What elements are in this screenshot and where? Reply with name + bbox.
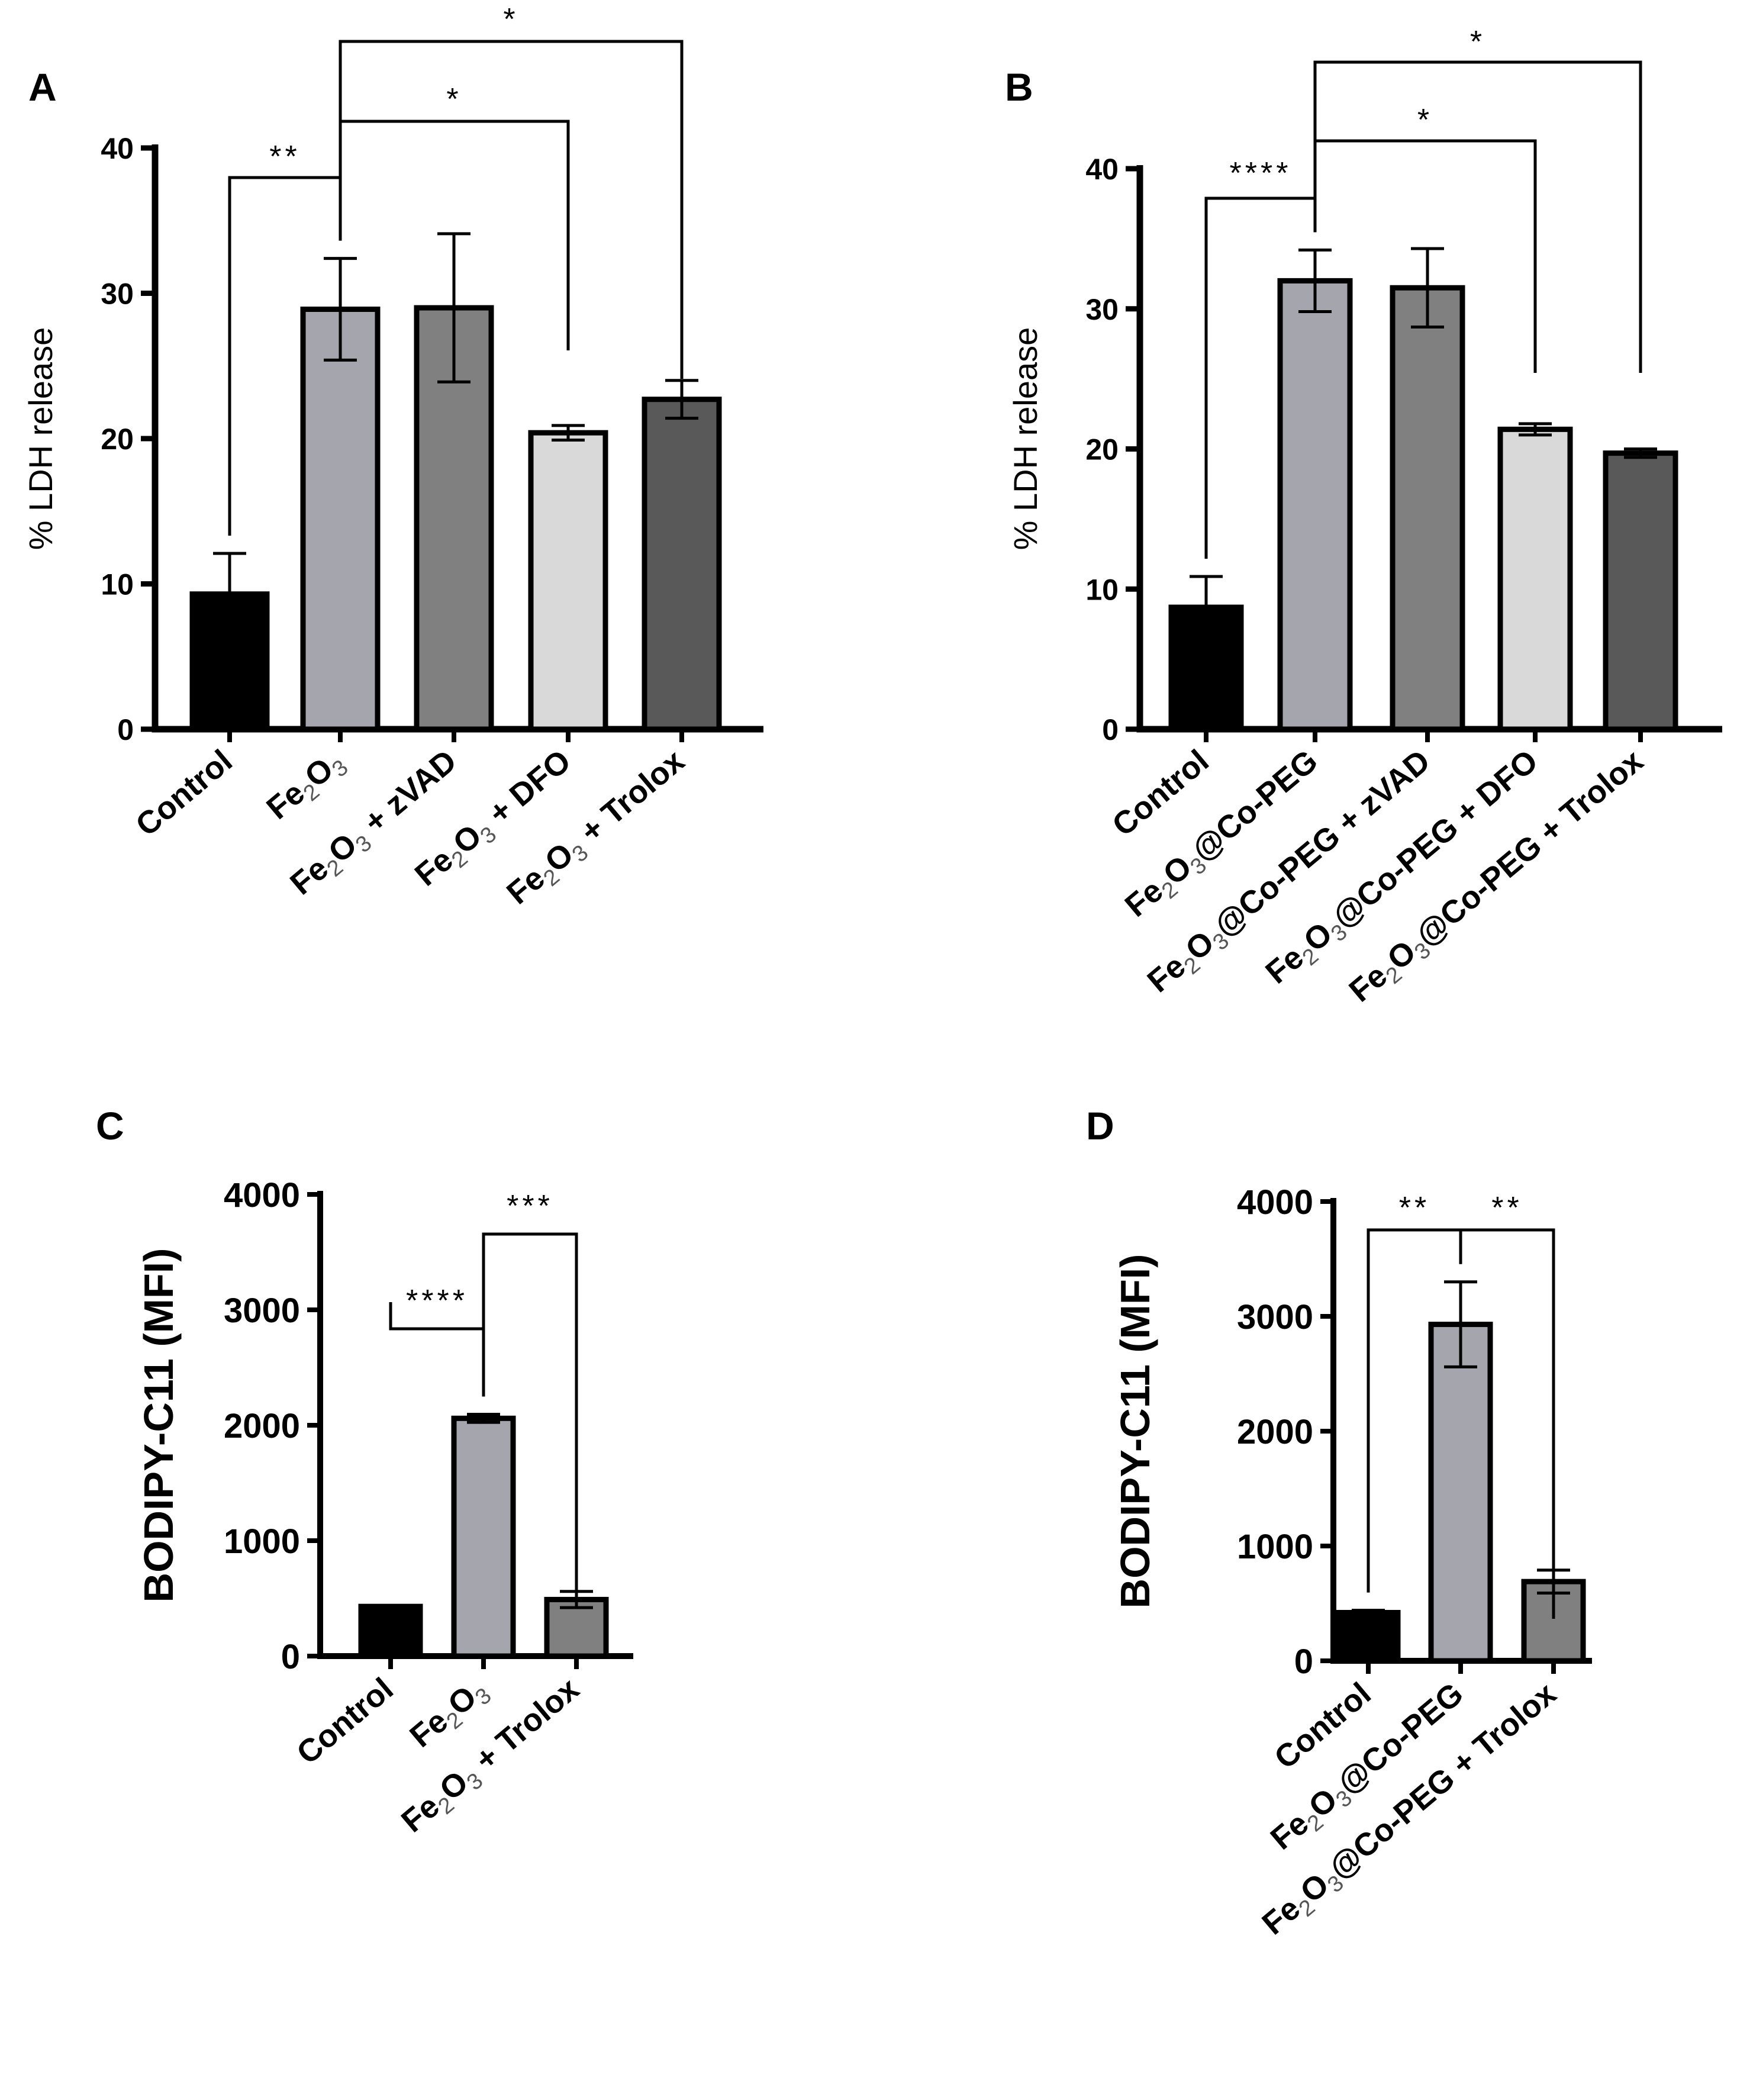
significance-label: **** — [406, 1284, 468, 1318]
bar — [1428, 1322, 1493, 1664]
bar — [1497, 426, 1573, 732]
y-tick-label: 10 — [1085, 573, 1119, 606]
y-axis-label: BODIPY-C11 (MFI) — [1112, 1254, 1158, 1609]
significance-label: * — [1417, 103, 1433, 137]
significance-label: ** — [269, 140, 300, 174]
y-tick-label: 1000 — [1237, 1528, 1313, 1566]
significance-label: * — [446, 82, 462, 117]
category-label: Fe2O3 — [260, 743, 353, 830]
significance-bracket — [339, 40, 684, 379]
y-tick-label: 4000 — [224, 1176, 300, 1215]
y-tick-label: 3000 — [1237, 1298, 1313, 1336]
significance-bracket — [1204, 197, 1317, 559]
y-tick-label: 30 — [101, 278, 134, 311]
y-tick-label: 3000 — [224, 1291, 300, 1330]
significance-bracket — [482, 1232, 578, 1598]
bar — [451, 1415, 516, 1659]
significance-bracket — [1461, 1228, 1555, 1619]
significance-bracket — [1313, 139, 1537, 373]
bar — [1336, 1610, 1401, 1664]
panel-letter: A — [28, 65, 57, 109]
bar — [1277, 278, 1353, 732]
y-tick-label: 0 — [117, 713, 134, 746]
significance-label: * — [1470, 25, 1485, 59]
y-tick-label: 0 — [281, 1638, 300, 1676]
y-tick-label: 1000 — [224, 1522, 300, 1561]
bar — [1390, 285, 1465, 732]
y-tick-label: 40 — [1085, 153, 1119, 186]
y-tick-label: 2000 — [1237, 1413, 1313, 1451]
y-axis-label: % LDH release — [1007, 327, 1044, 550]
category-label: Control — [129, 743, 239, 843]
y-tick-label: 20 — [1085, 433, 1119, 466]
significance-label: * — [503, 2, 518, 37]
significance-label: ** — [1491, 1191, 1522, 1225]
y-axis-label: BODIPY-C11 (MFI) — [136, 1248, 182, 1603]
significance-bracket — [389, 1302, 485, 1397]
bar — [300, 307, 381, 732]
y-tick-label: 4000 — [1237, 1183, 1313, 1222]
category-label: Control — [1106, 743, 1216, 843]
bar — [528, 430, 608, 732]
significance-label: **** — [1230, 156, 1292, 191]
bar — [1603, 450, 1678, 732]
category-label: Control — [290, 1671, 400, 1771]
y-tick-label: 0 — [1102, 713, 1119, 746]
bar — [642, 397, 722, 732]
panel-letter: B — [1005, 65, 1033, 109]
y-tick-label: 40 — [101, 132, 134, 165]
y-tick-label: 30 — [1085, 293, 1119, 326]
chart-panel-b: B % LDH release 0 10 20 30 40 ControlFe2O3@Co-P… — [1005, 25, 1722, 1009]
significance-bracket — [1367, 1228, 1462, 1593]
panel-letter: C — [96, 1104, 124, 1148]
y-axis-label: % LDH release — [22, 327, 59, 550]
significance-label: *** — [507, 1189, 553, 1223]
y-tick-label: 10 — [101, 568, 134, 601]
significance-bracket — [339, 120, 570, 350]
significance-bracket — [1313, 60, 1642, 373]
y-tick-label: 0 — [1294, 1642, 1313, 1681]
significance-bracket — [228, 176, 342, 536]
bar — [358, 1603, 423, 1659]
significance-label: ** — [1399, 1191, 1430, 1225]
chart-panel-c: C BODIPY-C11 (MFI) 0 1000 2000 3000 4000 Contro… — [96, 1104, 633, 1843]
y-tick-label: 2000 — [224, 1407, 300, 1445]
category-label: Fe2O3@Co-PEG — [1119, 743, 1328, 928]
category-label: Fe2O3 + Trolox — [395, 1671, 589, 1843]
y-tick-label: 20 — [101, 423, 134, 456]
panel-letter: D — [1086, 1104, 1114, 1148]
